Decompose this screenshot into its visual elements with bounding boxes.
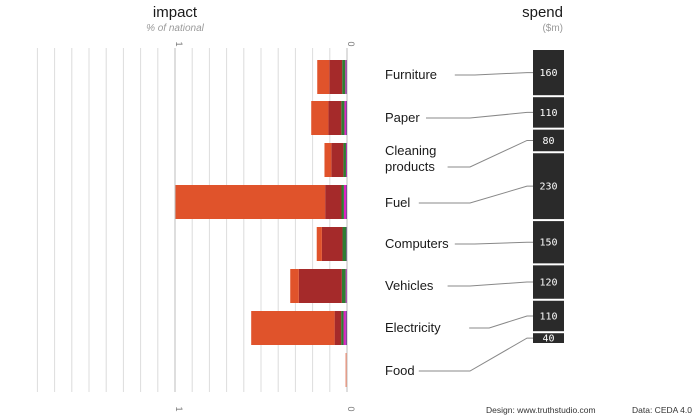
impact-bar-segment	[346, 227, 347, 261]
impact-tick-top-0: 0	[346, 41, 356, 46]
leader-line	[454, 241, 533, 245]
impact-bar-segment	[345, 101, 347, 135]
impact-bar-segment	[311, 101, 329, 135]
footer-design-credit: Design: www.truthstudio.com	[486, 405, 596, 415]
category-label: Paper	[385, 110, 420, 125]
impact-tick-top-1: 1	[174, 41, 184, 46]
spend-bar	[533, 221, 564, 264]
category-label: Cleaning products	[385, 143, 436, 174]
impact-bar-segment	[341, 269, 346, 303]
leader-line	[469, 315, 533, 329]
impact-subtitle: % of national	[146, 23, 205, 34]
spend-value-label: 40	[542, 334, 554, 345]
impact-bar-segment	[343, 311, 346, 345]
leader-lines	[418, 72, 533, 372]
impact-bar-segment	[342, 60, 346, 94]
spend-value-label: 110	[539, 108, 557, 119]
impact-bar-segment	[331, 143, 344, 177]
impact-title: impact	[153, 4, 198, 21]
impact-bar-segment	[251, 311, 335, 345]
leader-line	[454, 72, 533, 76]
spend-value-label: 160	[539, 68, 557, 79]
impact-bar-segment	[175, 185, 326, 219]
impact-bar-segment	[290, 269, 299, 303]
impact-bar-segment	[342, 227, 347, 261]
category-label: Vehicles	[385, 278, 434, 293]
impact-bar-segment	[298, 269, 342, 303]
spend-bar	[533, 153, 564, 220]
impact-bar-segment	[317, 60, 330, 94]
spend-bar	[533, 97, 564, 128]
impact-bars	[175, 60, 347, 387]
leader-line	[447, 139, 533, 168]
spend-value-label: 150	[539, 238, 557, 249]
spend-bar	[533, 50, 564, 96]
impact-bar-segment	[346, 269, 347, 303]
impact-bar-segment	[346, 60, 347, 94]
impact-bar-segment	[343, 143, 346, 177]
impact-bar-segment	[341, 185, 344, 219]
spend-bar	[533, 300, 564, 332]
spend-value-label: 230	[539, 182, 557, 193]
impact-bar-segment	[345, 311, 347, 345]
spend-bars: 160 110 80 230 150 120 110 40	[533, 50, 564, 345]
impact-bar-segment	[345, 353, 347, 387]
impact-grid	[36, 48, 348, 392]
impact-bar-segment	[341, 101, 345, 135]
spend-bar	[533, 265, 564, 299]
impact-bar-segment	[344, 101, 346, 135]
category-labels: Furniture Paper Cleaning products Fuel Comput…	[385, 67, 449, 378]
impact-bar-segment	[345, 269, 347, 303]
impact-bar-segment	[343, 185, 346, 219]
footer-data-source: Data: CEDA 4.0	[632, 405, 692, 415]
impact-bar-segment	[321, 227, 343, 261]
spend-value-label: 80	[542, 136, 554, 147]
impact-bar-segment	[345, 60, 347, 94]
impact-tick-bottom-0: 0	[346, 406, 356, 411]
spend-value-label: 120	[539, 278, 557, 289]
category-label: Computers	[385, 236, 449, 251]
impact-tick-bottom-1: 1	[174, 406, 184, 411]
impact-bar-segment	[324, 143, 332, 177]
leader-line	[418, 337, 533, 372]
leader-line	[418, 185, 533, 204]
impact-bar-segment	[328, 101, 342, 135]
impact-bar-segment	[345, 143, 347, 177]
impact-bar-segment	[346, 143, 347, 177]
spend-bar	[533, 333, 564, 343]
impact-bar-segment	[345, 185, 347, 219]
category-label: Electricity	[385, 320, 441, 335]
impact-bar-segment	[341, 311, 344, 345]
impact-bar-segment	[329, 60, 343, 94]
category-label: Fuel	[385, 195, 410, 210]
leader-line	[426, 111, 533, 119]
impact-bar-segment	[334, 311, 342, 345]
spend-bar	[533, 129, 564, 152]
spend-title: spend	[522, 4, 563, 21]
spend-value-label: 110	[539, 311, 557, 322]
impact-bar-segment	[325, 185, 342, 219]
category-label: Food	[385, 363, 415, 378]
category-label: Furniture	[385, 67, 437, 82]
spend-subtitle: ($m)	[542, 23, 563, 34]
leader-line	[447, 281, 533, 287]
impact-bar-segment	[316, 227, 322, 261]
